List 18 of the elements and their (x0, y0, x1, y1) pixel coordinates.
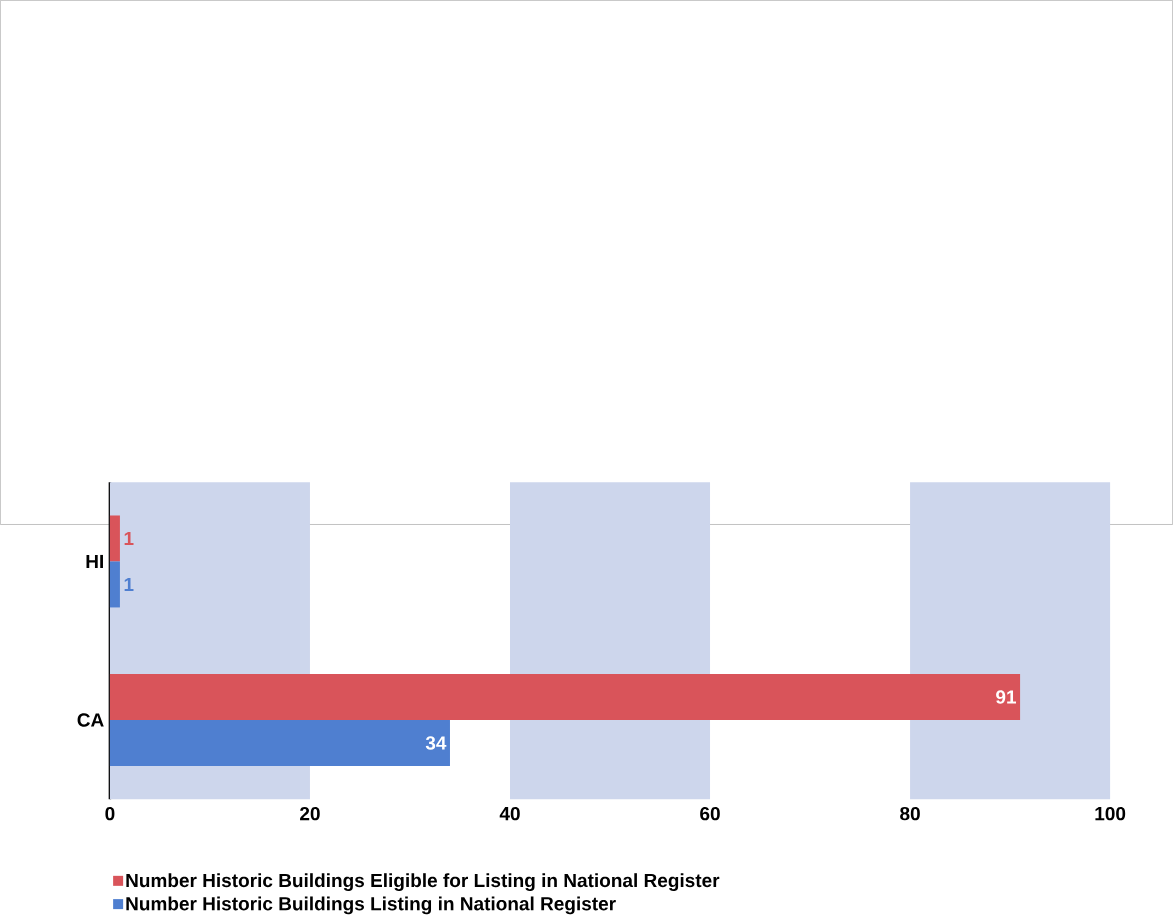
bar (109, 561, 120, 608)
data-label: 91 (996, 690, 1017, 704)
legend-label: Number Historic Buildings Listing in National Register (126, 896, 616, 915)
x-tick-label: 60 (700, 807, 720, 821)
x-tick-label: 40 (499, 807, 520, 821)
x-tick-label: 80 (900, 807, 920, 821)
legend-label: Number Historic Buildings Eligible for Listing in National Register (126, 873, 720, 892)
x-tick-label: 20 (300, 807, 320, 821)
data-label: 1 (124, 532, 134, 546)
data-label: 34 (425, 736, 447, 750)
y-tick-label: HI (86, 555, 103, 569)
x-tick-label: 100 (1095, 807, 1126, 821)
x-tick-label: 0 (105, 807, 115, 821)
bar (109, 720, 450, 767)
y-tick-label: CA (77, 713, 104, 727)
bar (109, 515, 120, 562)
bar (109, 674, 1021, 721)
data-label: 1 (124, 578, 134, 592)
